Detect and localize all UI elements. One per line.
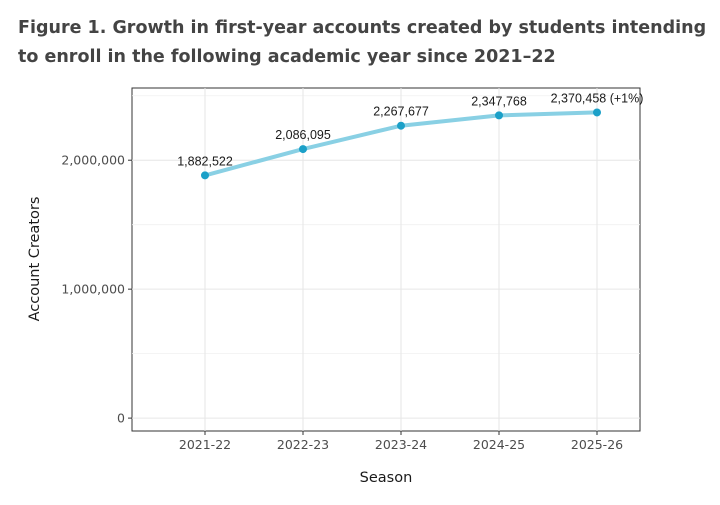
data-point bbox=[593, 108, 601, 117]
x-axis-ticks: 2021-22 2022-23 2023-24 2024-25 2025-26 bbox=[179, 431, 623, 452]
x-tick-label: 2024-25 bbox=[473, 437, 525, 452]
grid-major bbox=[132, 88, 640, 431]
y-axis-title: Account Creators bbox=[27, 197, 43, 322]
x-tick-label: 2025-26 bbox=[571, 437, 623, 452]
data-point bbox=[299, 145, 307, 154]
series-layer bbox=[201, 108, 601, 180]
x-axis-title: Season bbox=[360, 470, 413, 486]
plot-panel bbox=[131, 87, 641, 432]
y-tick-label: 1,000,000 bbox=[61, 282, 125, 297]
y-tick-label: 2,000,000 bbox=[61, 153, 125, 168]
data-label: 1,882,522 bbox=[177, 154, 233, 168]
chart-title: Figure 1. Growth in first-year accounts … bbox=[18, 18, 707, 67]
data-point bbox=[201, 171, 209, 180]
data-point bbox=[495, 111, 503, 120]
data-label: 2,347,768 bbox=[471, 94, 527, 108]
x-tick-label: 2022-23 bbox=[277, 437, 329, 452]
data-point bbox=[397, 121, 405, 130]
data-label: 2,267,677 bbox=[373, 105, 429, 119]
x-tick-label: 2023-24 bbox=[375, 437, 427, 452]
x-tick-label: 2021-22 bbox=[179, 437, 231, 452]
data-label: 2,370,458 (+1%) bbox=[551, 91, 644, 105]
data-labels: 1,882,522 2,086,095 2,267,677 2,347,768 2,37… bbox=[177, 91, 643, 168]
y-tick-label: 0 bbox=[117, 411, 125, 426]
data-label: 2,086,095 bbox=[275, 128, 331, 142]
grid-minor bbox=[132, 95, 640, 355]
y-axis-ticks: 0 1,000,000 2,000,000 bbox=[61, 153, 132, 426]
